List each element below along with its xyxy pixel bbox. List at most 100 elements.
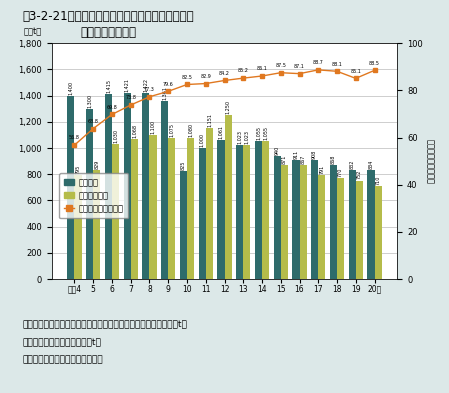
リサイクル率（％） <box>184 82 189 87</box>
Bar <box>330 165 337 279</box>
Bar <box>187 138 194 279</box>
Text: 79.6: 79.6 <box>163 82 174 86</box>
Text: 82.9: 82.9 <box>200 74 211 79</box>
Text: 88.5: 88.5 <box>369 61 380 66</box>
Text: （千t）: （千t） <box>24 27 42 36</box>
Text: 1,080: 1,080 <box>188 123 193 136</box>
Legend: 消費重量, 再資源化重量, リサイクル率（％）: 消費重量, 再資源化重量, リサイクル率（％） <box>59 173 128 218</box>
リサイクル率（％） <box>72 143 77 147</box>
Text: 85.1: 85.1 <box>350 69 361 73</box>
Bar <box>318 175 326 279</box>
Bar <box>224 115 232 279</box>
Bar <box>67 95 75 279</box>
リサイクル率（％） <box>203 81 208 86</box>
Text: ／スチール缶消費重量（t）: ／スチール缶消費重量（t） <box>22 338 101 347</box>
Y-axis label: リサイクル率（％）: リサイクル率（％） <box>426 139 435 184</box>
Text: 及びリサイクル率: 及びリサイクル率 <box>81 26 137 39</box>
Text: 1,055: 1,055 <box>256 126 261 140</box>
Text: 868: 868 <box>331 155 336 164</box>
Text: 770: 770 <box>338 168 343 177</box>
Bar <box>255 141 262 279</box>
Text: 77.3: 77.3 <box>144 87 155 92</box>
Bar <box>86 109 93 279</box>
リサイクル率（％） <box>335 69 340 73</box>
Text: 940: 940 <box>275 145 280 155</box>
リサイクル率（％） <box>109 112 114 117</box>
リサイクル率（％） <box>91 126 96 131</box>
Text: 56.8: 56.8 <box>69 135 80 140</box>
Text: 87.1: 87.1 <box>294 64 305 69</box>
Bar <box>273 156 281 279</box>
Text: 908: 908 <box>312 150 317 159</box>
Line: リサイクル率（％）: リサイクル率（％） <box>72 68 377 147</box>
Text: 1,100: 1,100 <box>150 120 155 134</box>
Bar <box>105 94 112 279</box>
Text: 73.8: 73.8 <box>125 95 136 100</box>
Bar <box>112 144 119 279</box>
Text: 85.2: 85.2 <box>238 68 249 73</box>
Text: 1,422: 1,422 <box>143 78 149 92</box>
Text: 82.5: 82.5 <box>181 75 193 80</box>
Bar <box>367 170 374 279</box>
Text: 834: 834 <box>369 159 374 169</box>
Bar <box>123 93 131 279</box>
Text: 63.8: 63.8 <box>88 119 99 124</box>
Bar <box>356 180 363 279</box>
Text: 1,250: 1,250 <box>225 100 231 114</box>
Text: 88.1: 88.1 <box>331 62 343 66</box>
Text: 791: 791 <box>319 165 324 174</box>
Bar <box>281 165 288 279</box>
Bar <box>311 160 318 279</box>
Text: 1,000: 1,000 <box>200 133 205 147</box>
リサイクル率（％） <box>260 73 265 78</box>
Text: 1,030: 1,030 <box>113 129 118 143</box>
Text: 87.5: 87.5 <box>275 63 286 68</box>
Text: 795: 795 <box>75 165 80 174</box>
Text: 84.2: 84.2 <box>219 71 230 76</box>
Bar <box>131 139 138 279</box>
リサイクル率（％） <box>241 76 246 81</box>
Text: 829: 829 <box>94 160 99 169</box>
Text: 1,300: 1,300 <box>87 94 92 108</box>
Text: 1,151: 1,151 <box>207 113 212 127</box>
Bar <box>161 101 168 279</box>
Text: 1,023: 1,023 <box>237 130 242 144</box>
Text: 911: 911 <box>294 149 299 159</box>
Text: 1,068: 1,068 <box>132 124 137 138</box>
リサイクル率（％） <box>147 94 152 99</box>
Text: 1,055: 1,055 <box>263 126 268 140</box>
Text: 867: 867 <box>300 155 306 164</box>
Text: 825: 825 <box>181 160 186 170</box>
Bar <box>168 138 176 279</box>
Text: 注：スチール缶リサイクル率（％）＝スチール缶再資源化重量（t）: 注：スチール缶リサイクル率（％）＝スチール缶再資源化重量（t） <box>22 320 187 329</box>
Text: 88.7: 88.7 <box>313 60 324 65</box>
Bar <box>348 170 356 279</box>
リサイクル率（％） <box>278 70 283 75</box>
Text: 752: 752 <box>357 170 362 180</box>
リサイクル率（％） <box>353 76 358 81</box>
Bar <box>262 141 269 279</box>
Text: 1,061: 1,061 <box>218 125 224 139</box>
Text: 1,421: 1,421 <box>125 78 130 92</box>
リサイクル率（％） <box>297 71 302 76</box>
Text: 69.8: 69.8 <box>106 105 117 110</box>
Text: 1,361: 1,361 <box>162 86 167 100</box>
リサイクル率（％） <box>128 103 133 107</box>
Text: 1,075: 1,075 <box>169 123 174 137</box>
Text: 871: 871 <box>282 154 287 164</box>
Text: 832: 832 <box>350 160 355 169</box>
リサイクル率（％） <box>372 68 377 73</box>
Bar <box>150 135 157 279</box>
リサイクル率（％） <box>222 78 227 83</box>
Bar <box>180 171 187 279</box>
Text: 1,400: 1,400 <box>68 81 74 95</box>
Bar <box>206 128 213 279</box>
Bar <box>75 175 82 279</box>
Bar <box>236 145 243 279</box>
Bar <box>142 93 150 279</box>
Bar <box>243 145 251 279</box>
Bar <box>374 186 382 279</box>
Bar <box>217 140 224 279</box>
Text: 1,415: 1,415 <box>106 79 111 93</box>
Text: 1,023: 1,023 <box>244 130 249 144</box>
